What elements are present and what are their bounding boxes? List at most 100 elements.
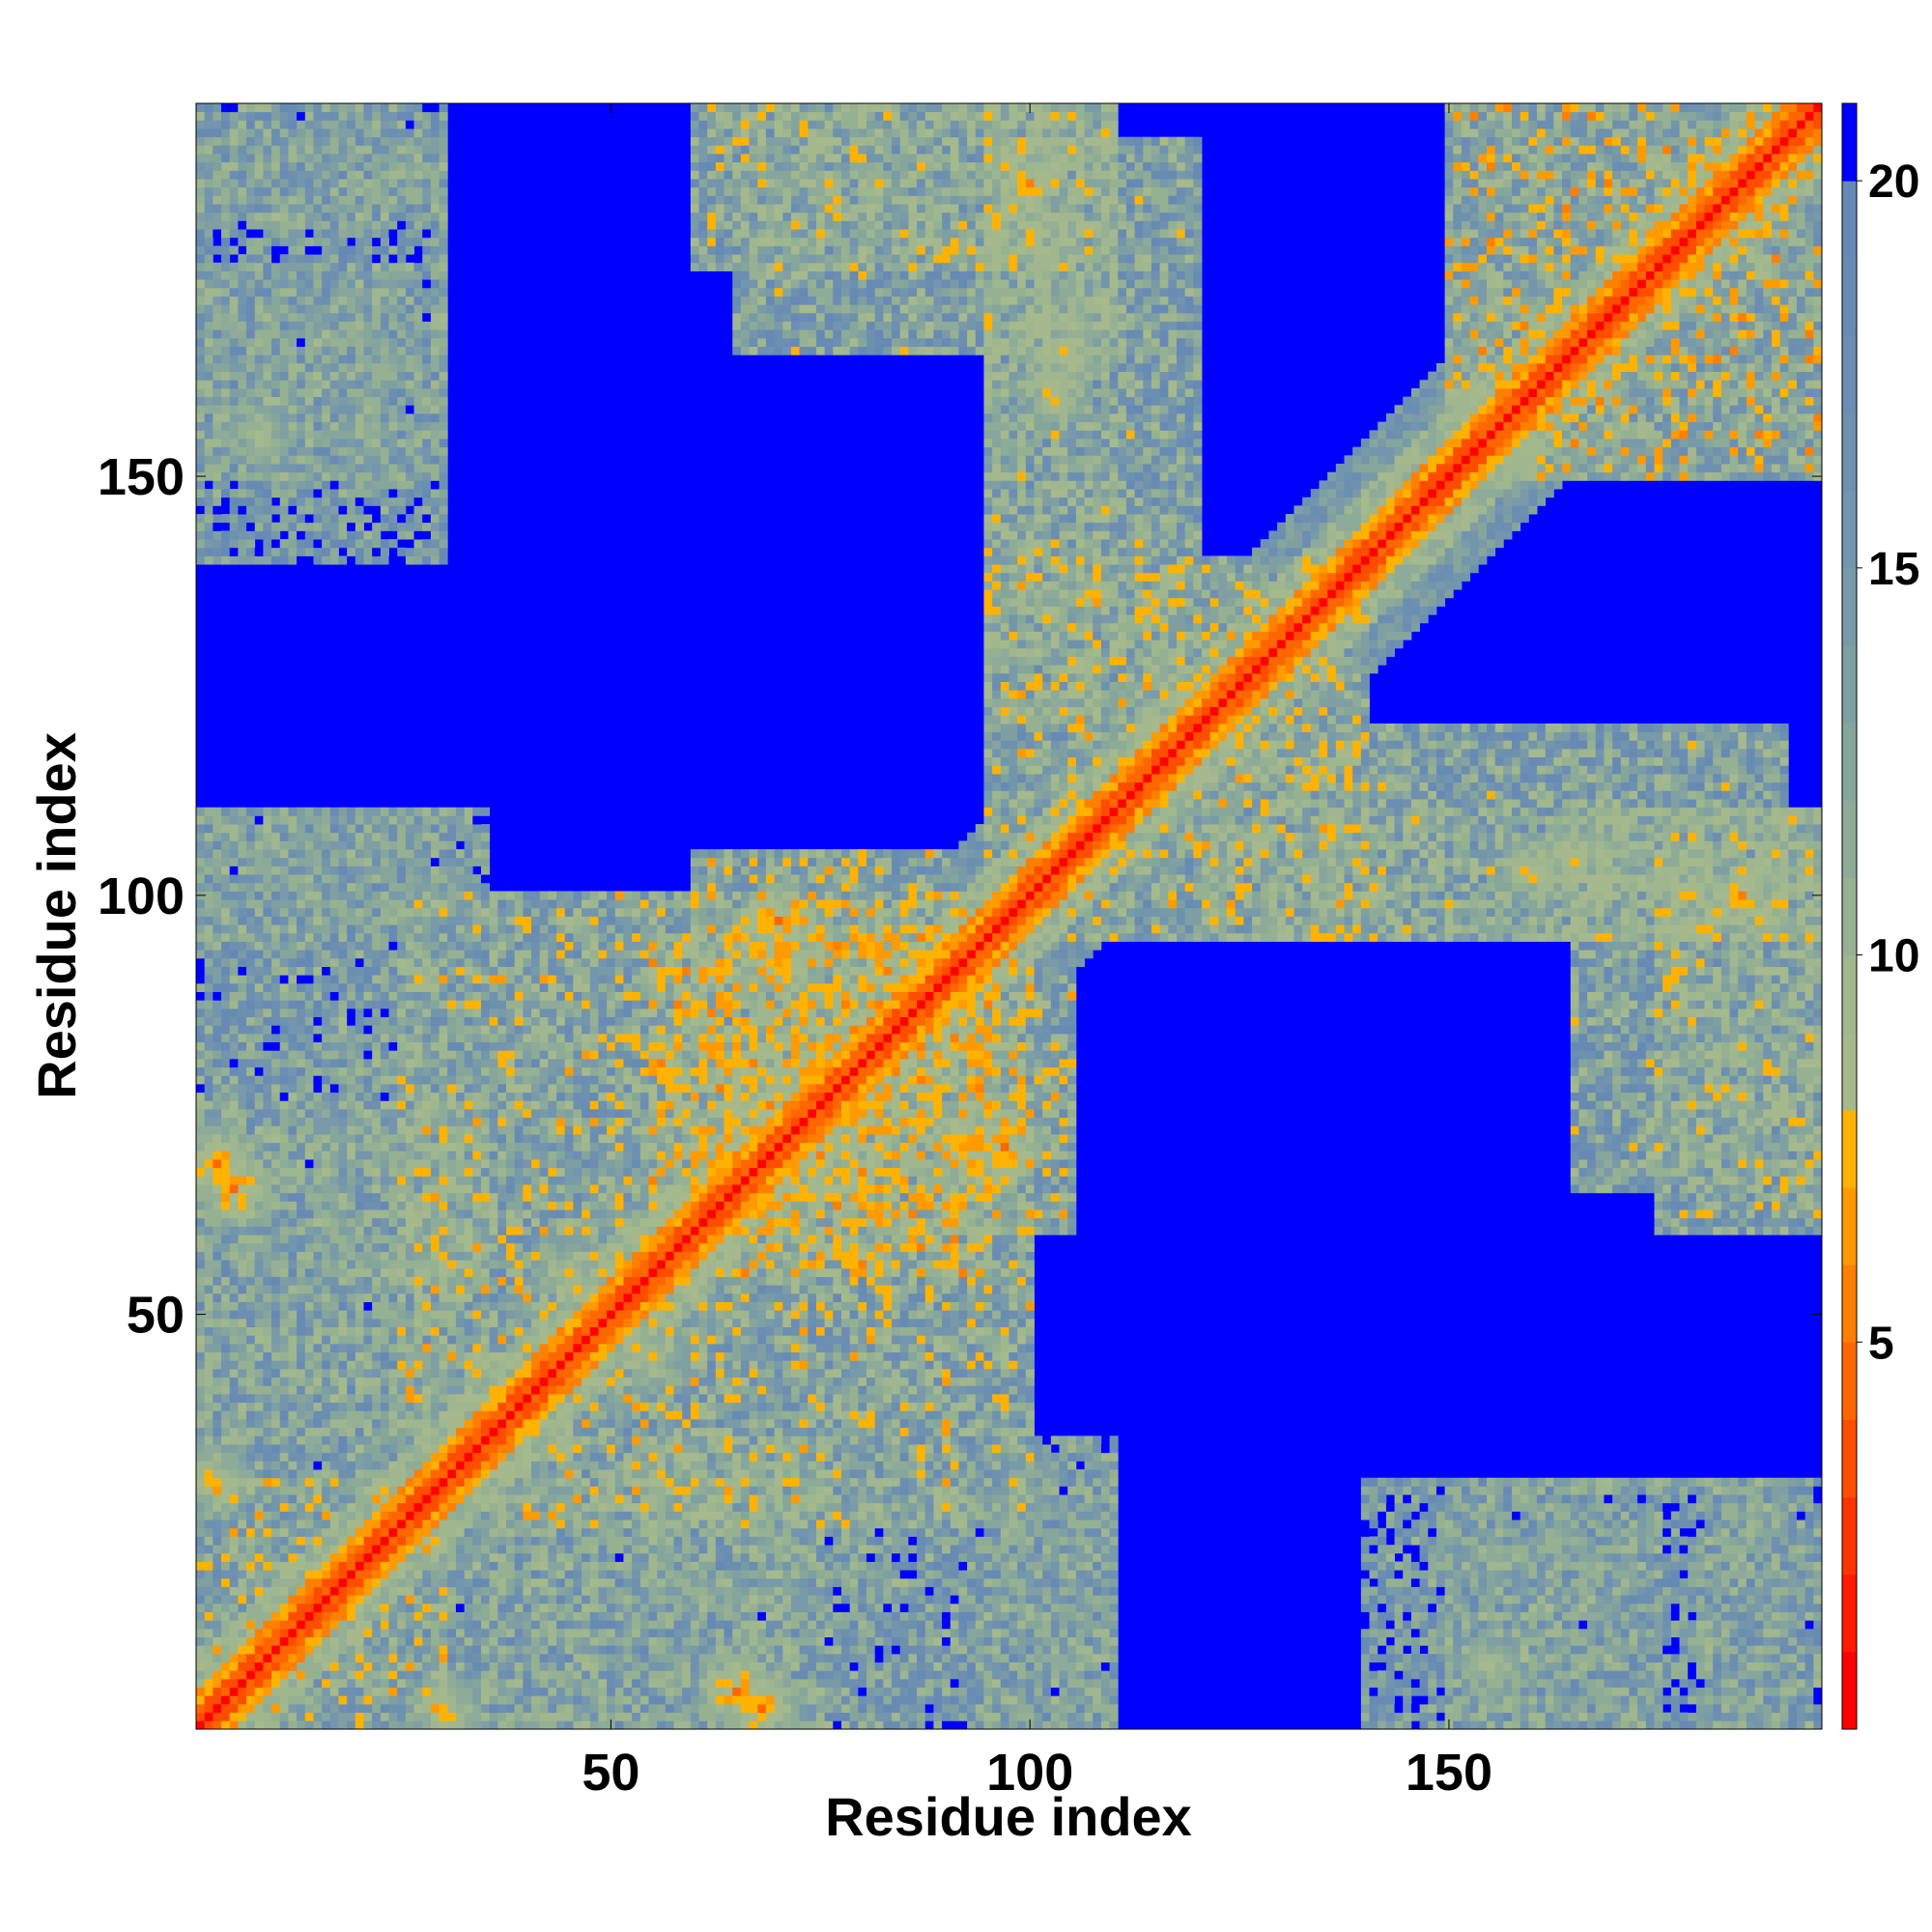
heatmap-cell: [431, 924, 440, 933]
heatmap-cell: [246, 413, 255, 422]
heatmap-cell: [422, 1720, 431, 1729]
heatmap-cell: [414, 1327, 423, 1336]
heatmap-cell: [338, 1293, 347, 1302]
heatmap-cell: [322, 1662, 330, 1671]
heatmap-cell: [347, 1360, 355, 1369]
heatmap-cell: [255, 1360, 264, 1369]
heatmap-cell: [381, 992, 389, 1001]
heatmap-cell: [246, 1209, 255, 1218]
heatmap-cell: [288, 1352, 297, 1361]
heatmap-cell: [364, 1720, 373, 1729]
heatmap-cell: [288, 1444, 297, 1453]
heatmap-cell: [397, 1176, 406, 1184]
heatmap-cell: [347, 1394, 355, 1403]
heatmap-cell: [322, 1243, 330, 1252]
heatmap-cell: [196, 1520, 205, 1528]
heatmap-cell: [221, 1536, 230, 1545]
heatmap-cell: [422, 1226, 431, 1235]
heatmap-cell: [205, 1486, 213, 1494]
heatmap-cell: [196, 833, 205, 841]
heatmap-cell: [381, 254, 389, 263]
heatmap-cell: [238, 347, 246, 355]
heatmap-cell: [397, 112, 406, 121]
heatmap-cell: [381, 329, 389, 338]
heatmap-cell: [213, 195, 221, 204]
heatmap-cell: [246, 472, 255, 481]
heatmap-cell: [205, 455, 213, 464]
heatmap-cell: [196, 128, 205, 137]
heatmap-cell: [431, 1360, 440, 1369]
heatmap-cell: [221, 1587, 230, 1596]
heatmap-cell: [205, 1385, 213, 1394]
heatmap-cell: [406, 924, 414, 933]
heatmap-cell: [431, 1511, 440, 1520]
heatmap-cell: [230, 1654, 239, 1662]
heatmap-cell: [230, 154, 239, 162]
heatmap-cell: [406, 1662, 414, 1671]
heatmap-cell: [297, 1335, 305, 1344]
heatmap-cell: [205, 347, 213, 355]
heatmap-cell: [246, 1713, 255, 1721]
heatmap-cell: [246, 380, 255, 388]
heatmap-cell: [397, 1385, 406, 1394]
heatmap-cell: [372, 1209, 381, 1218]
heatmap-cell: [406, 514, 414, 523]
heatmap-cell: [422, 815, 431, 824]
heatmap-cell: [397, 505, 406, 514]
heatmap-cell: [355, 162, 364, 171]
heatmap-cell: [447, 1369, 456, 1378]
heatmap-cell: [305, 1360, 314, 1369]
heatmap-cell: [440, 162, 448, 171]
heatmap-cell: [238, 1042, 246, 1051]
heatmap-cell: [238, 523, 246, 531]
heatmap-cell: [406, 405, 414, 413]
heatmap-cell: [196, 238, 205, 246]
heatmap-cell: [381, 1561, 389, 1570]
heatmap-cell: [422, 1184, 431, 1193]
heatmap-cell: [338, 1410, 347, 1419]
heatmap-cell: [322, 1235, 330, 1243]
heatmap-cell: [397, 1444, 406, 1453]
heatmap-cell: [246, 1093, 255, 1101]
heatmap-cell: [406, 497, 414, 506]
heatmap-cell: [355, 942, 364, 951]
heatmap-cell: [406, 917, 414, 925]
heatmap-cell: [213, 1453, 221, 1462]
heatmap-cell: [288, 1260, 297, 1268]
heatmap-cell: [313, 1143, 322, 1151]
heatmap-cell: [297, 238, 305, 246]
heatmap-cell: [322, 1025, 330, 1034]
heatmap-cell: [297, 992, 305, 1001]
heatmap-cell: [221, 1252, 230, 1261]
heatmap-cell: [447, 1637, 456, 1646]
heatmap-cell: [196, 899, 205, 908]
heatmap-cell: [288, 380, 297, 388]
heatmap-cell: [347, 1235, 355, 1243]
heatmap-cell: [330, 874, 339, 883]
heatmap-cell: [431, 950, 440, 958]
heatmap-cell: [322, 1713, 330, 1721]
heatmap-cell: [205, 942, 213, 951]
heatmap-cell: [263, 1419, 271, 1428]
heatmap-cell: [313, 329, 322, 338]
heatmap-cell: [422, 128, 431, 137]
heatmap-cell: [338, 1302, 347, 1311]
heatmap-cell: [347, 1662, 355, 1671]
heatmap-cell: [255, 1327, 264, 1336]
heatmap-cell: [397, 1050, 406, 1059]
heatmap-cell: [221, 195, 230, 204]
heatmap-cell: [322, 917, 330, 925]
heatmap-cell: [330, 288, 339, 297]
heatmap-cell: [338, 1461, 347, 1469]
heatmap-cell: [338, 297, 347, 305]
heatmap-cell: [447, 1578, 456, 1587]
heatmap-cell: [297, 1637, 305, 1646]
heatmap-cell: [246, 1151, 255, 1159]
heatmap-cell: [389, 170, 398, 179]
heatmap-cell: [313, 1093, 322, 1101]
heatmap-cell: [297, 1209, 305, 1218]
heatmap-cell: [414, 480, 423, 489]
heatmap-cell: [364, 833, 373, 841]
heatmap-cell: [414, 1319, 423, 1327]
heatmap-cell: [338, 322, 347, 330]
